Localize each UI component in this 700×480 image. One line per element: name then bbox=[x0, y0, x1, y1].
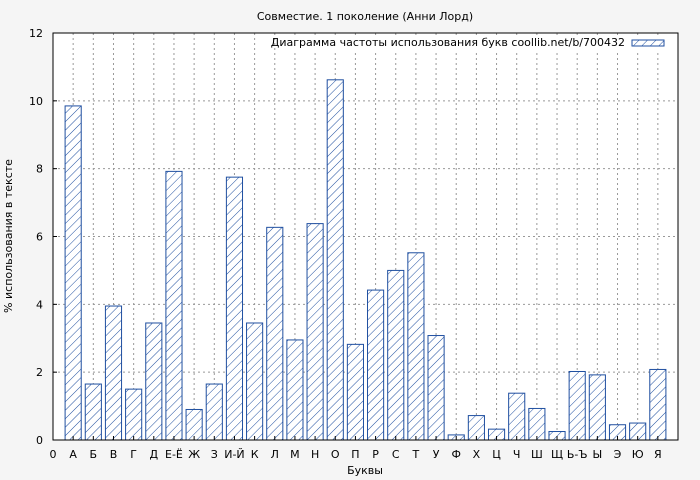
bar-Ы bbox=[588, 374, 606, 441]
bar-А bbox=[64, 105, 82, 441]
y-tick-label: 8 bbox=[36, 163, 43, 176]
x-tick-label: Ф bbox=[451, 448, 460, 461]
y-tick-label: 12 bbox=[29, 27, 43, 40]
bar-С bbox=[387, 269, 405, 441]
y-tick-label: 10 bbox=[29, 95, 43, 108]
bar-З bbox=[205, 383, 223, 441]
bar-К bbox=[246, 322, 264, 441]
x-tick-label: Ш bbox=[531, 448, 543, 461]
legend-box bbox=[285, 35, 673, 50]
x-tick-label: Г bbox=[130, 448, 137, 461]
chart-title: Совместие. 1 поколение (Анни Лорд) bbox=[257, 10, 473, 23]
legend: Диаграмма частоты использования букв coo… bbox=[271, 35, 673, 50]
x-tick-label: С bbox=[392, 448, 400, 461]
bar-Ш bbox=[528, 407, 546, 441]
x-tick-label: К bbox=[251, 448, 259, 461]
x-tick-label: М bbox=[290, 448, 300, 461]
bar-У bbox=[427, 335, 445, 441]
legend-swatch bbox=[631, 39, 665, 47]
y-tick-label: 4 bbox=[36, 298, 43, 311]
bar-Г bbox=[125, 388, 143, 441]
y-ticks: 0 2 4 6 8 10 12 bbox=[29, 27, 57, 447]
x-tick-label: У bbox=[433, 448, 440, 461]
bar-О bbox=[326, 79, 344, 441]
bar-И-Й bbox=[225, 176, 244, 441]
x-tick-label: В bbox=[110, 448, 118, 461]
y-axis-label: % использования в тексте bbox=[2, 159, 15, 313]
x-tick-label: Ж bbox=[188, 448, 200, 461]
bar-В bbox=[104, 305, 123, 441]
x-axis-label: Буквы bbox=[347, 464, 383, 477]
x-tick-label: 0 bbox=[50, 448, 57, 461]
x-tick-label: Ц bbox=[492, 448, 501, 461]
x-tick-label: Б bbox=[90, 448, 98, 461]
x-tick-label: Е-Ё bbox=[165, 448, 183, 461]
bar-Р bbox=[367, 289, 385, 441]
x-tick-label: Н bbox=[311, 448, 319, 461]
bar-Л bbox=[266, 226, 284, 441]
y-tick-label: 0 bbox=[36, 434, 43, 447]
bar-П bbox=[346, 343, 364, 441]
x-tick-label: Ю bbox=[632, 448, 644, 461]
y-tick-label: 2 bbox=[36, 366, 43, 379]
bar-Б bbox=[84, 383, 102, 441]
x-tick-label: П bbox=[351, 448, 359, 461]
y-tick-label: 6 bbox=[36, 231, 43, 244]
bar-Д bbox=[145, 322, 163, 441]
bar-Н bbox=[306, 223, 324, 441]
bar-Е-Ё bbox=[165, 170, 183, 441]
bar-Ч bbox=[508, 392, 526, 441]
x-ticks: 0 А Б В Г Д Е-Ё Ж З И-Й К Л М Н О П Р С Т У Ф Х Ц Ч Ш Щ Ь-Ъ Ы Э Ю Я bbox=[50, 436, 662, 461]
x-tick-label: Д bbox=[150, 448, 159, 461]
legend-label: Диаграмма частоты использования букв coo… bbox=[271, 36, 625, 49]
x-tick-label: Р bbox=[372, 448, 379, 461]
bar-Ж bbox=[185, 408, 203, 441]
bar-М bbox=[286, 339, 304, 441]
x-tick-label: Я bbox=[654, 448, 662, 461]
x-tick-label: Ь-Ъ bbox=[567, 448, 588, 461]
x-tick-label: А bbox=[69, 448, 77, 461]
bar-Т bbox=[407, 252, 425, 441]
x-tick-label: И-Й bbox=[224, 448, 244, 461]
x-tick-label: Х bbox=[473, 448, 481, 461]
x-tick-label: О bbox=[331, 448, 340, 461]
x-tick-label: Ч bbox=[513, 448, 521, 461]
x-tick-label: Щ bbox=[551, 448, 563, 461]
x-tick-label: Э bbox=[614, 448, 622, 461]
bar-Я bbox=[649, 368, 667, 441]
bar-Ь-Ъ bbox=[568, 370, 586, 441]
x-tick-label: З bbox=[211, 448, 218, 461]
x-tick-label: Т bbox=[412, 448, 420, 461]
x-tick-label: Л bbox=[271, 448, 279, 461]
x-tick-label: Ы bbox=[592, 448, 602, 461]
bars bbox=[64, 79, 667, 441]
